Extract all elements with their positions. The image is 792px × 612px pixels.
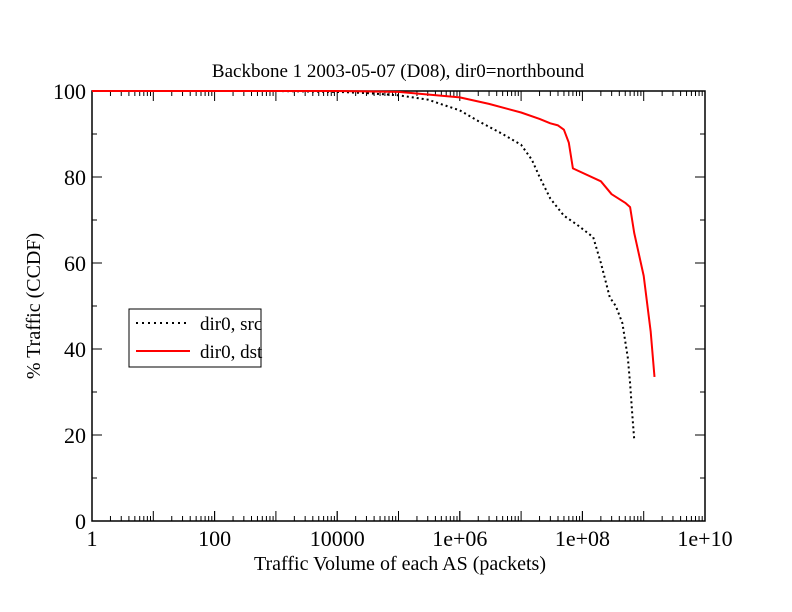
series-lines xyxy=(92,90,656,440)
y-axis-label: % Traffic (CCDF) xyxy=(23,233,45,379)
legend-label-dst: dir0, dst xyxy=(200,342,263,363)
y-tick-label: 80 xyxy=(64,165,86,190)
series-line-dst xyxy=(92,90,656,377)
x-axis-label: Traffic Volume of each AS (packets) xyxy=(254,553,546,575)
y-tick-label: 40 xyxy=(64,337,86,362)
y-tick-label: 0 xyxy=(75,509,86,534)
y-tick-label: 100 xyxy=(53,79,86,104)
legend: dir0, src dir0, dst xyxy=(128,308,263,368)
x-tick-label: 100 xyxy=(198,526,231,551)
x-tick-label: 1e+08 xyxy=(555,526,610,551)
x-tick-label: 1 xyxy=(87,526,98,551)
x-tick-label: 1e+06 xyxy=(432,526,487,551)
legend-box xyxy=(128,308,262,368)
y-tick-label: 60 xyxy=(64,251,86,276)
tick-marks xyxy=(91,90,706,522)
plot-frame xyxy=(91,90,706,522)
y-tick-label: 20 xyxy=(64,423,86,448)
x-tick-label: 10000 xyxy=(310,526,365,551)
legend-label-src: dir0, src xyxy=(200,314,262,335)
tick-labels: 1 100 10000 1e+06 1e+08 1e+10 0 20 40 60 80 100 xyxy=(53,79,733,551)
series-line-src xyxy=(92,90,636,440)
x-tick-label: 1e+10 xyxy=(677,526,732,551)
chart-title: Backbone 1 2003-05-07 (D08), dir0=northb… xyxy=(212,61,585,82)
